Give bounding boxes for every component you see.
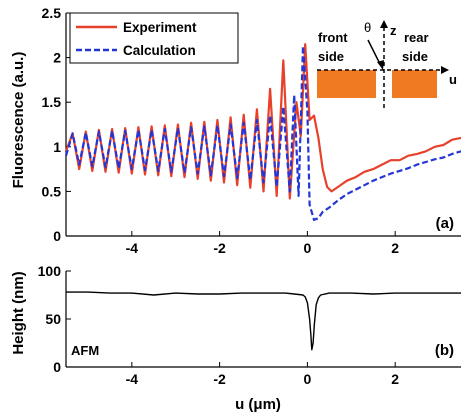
inset-label-u: u	[449, 72, 457, 87]
panel-a-y-tick-label: 1.5	[42, 94, 62, 110]
panel-b-annotation: AFM	[71, 343, 99, 358]
panel-a-y-tick-label: 0	[53, 228, 61, 244]
inset-beam-arrowhead	[377, 60, 384, 70]
inset-rear-block	[392, 70, 437, 98]
panel-a-y-tick-label: 1	[53, 139, 61, 155]
panel-b-series-height-line	[66, 291, 461, 351]
legend-box	[69, 12, 239, 64]
panel-b-x-tick-label: -4	[126, 371, 139, 387]
panel-b-frame	[65, 271, 461, 368]
panel-b-x-tick-label: -2	[213, 371, 226, 387]
inset-z-arrowhead	[380, 20, 388, 28]
inset-label-front-side: side	[318, 49, 344, 64]
legend: Experiment Calculation	[69, 12, 239, 64]
inset-front-block	[317, 70, 376, 98]
panel-a-y-axis-label: Fluorescence (a.u.)	[10, 52, 27, 189]
panel-b-ticks: -4 -2 0 2 0 50 100	[38, 263, 400, 387]
panel-a-tag: (a)	[436, 215, 454, 232]
legend-label-experiment: Experiment	[123, 20, 197, 35]
panel-a-x-tick-label: 0	[303, 240, 311, 256]
panel-a-ticks: -4 -2 0 2 0 0.5 1 1.5 2 2.5	[42, 5, 400, 256]
panel-a-y-tick-label: 0.5	[42, 183, 62, 199]
inset-label-front: front	[318, 30, 348, 45]
panel-b: -4 -2 0 2 0 50 100 Height (nm) u (μm) AFM (b)	[10, 263, 461, 413]
panel-b-series	[66, 291, 461, 351]
panel-a-x-tick-label: -2	[213, 240, 226, 256]
panel-a-y-tick-label: 2.5	[42, 5, 62, 21]
inset-label-rear-side: side	[402, 49, 428, 64]
panel-b-y-axis-label: Height (nm)	[10, 271, 27, 354]
panel-b-y-tick-label: 50	[45, 311, 61, 327]
panel-b-x-tick-label: 2	[391, 371, 399, 387]
panel-a-series-calculation-line	[64, 44, 461, 221]
panel-a: -4 -2 0 2 0 0.5 1 1.5 2 2.5 Fluorescence (a.u.) (…	[10, 5, 461, 256]
panel-a-x-tick-label: -4	[126, 240, 139, 256]
panel-a-series	[64, 43, 461, 221]
inset-label-theta: θ	[364, 20, 371, 35]
panel-a-y-tick-label: 2	[53, 50, 61, 66]
inset-label-rear: rear	[404, 30, 429, 45]
panel-b-x-tick-label: 0	[303, 371, 311, 387]
legend-label-calculation: Calculation	[123, 43, 196, 58]
panel-b-y-tick-label: 100	[38, 263, 62, 279]
panel-a-x-tick-label: 2	[391, 240, 399, 256]
panel-b-tag: (b)	[435, 342, 454, 359]
inset-label-z: z	[390, 23, 397, 38]
inset-schematic: front side rear side θ z u	[317, 20, 457, 108]
inset-u-arrowhead	[441, 66, 449, 74]
panel-b-x-axis-label: u (μm)	[235, 396, 281, 413]
panel-b-y-tick-label: 0	[53, 359, 61, 375]
